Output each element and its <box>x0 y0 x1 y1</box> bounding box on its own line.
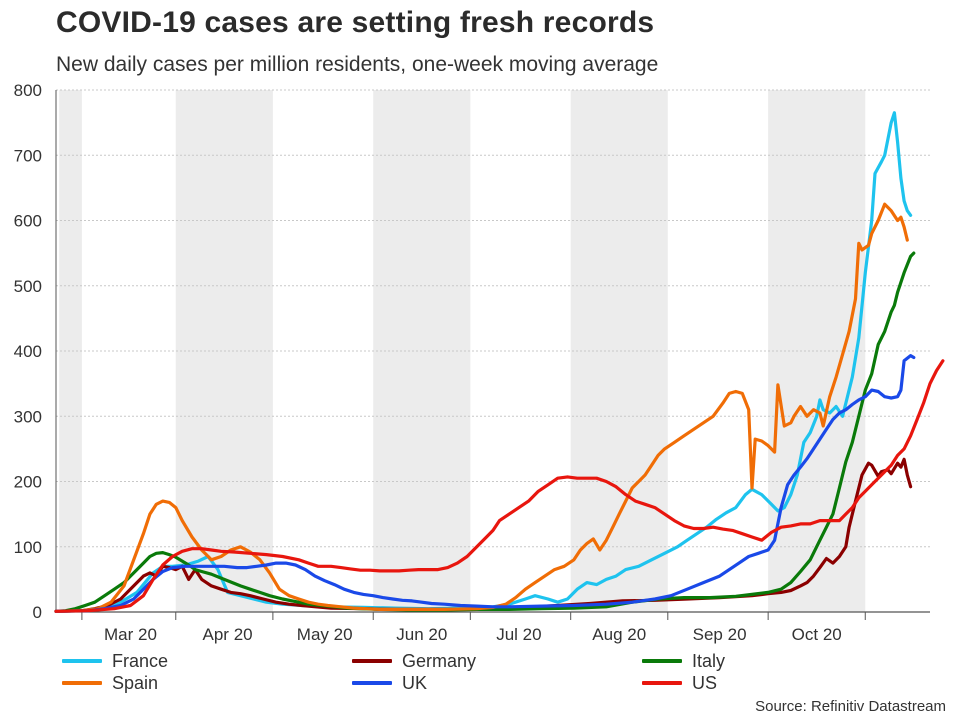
y-tick-label-500: 500 <box>14 277 42 296</box>
y-tick-label-600: 600 <box>14 212 42 231</box>
source-note: Source: Refinitiv Datastream <box>755 698 946 715</box>
legend-label: France <box>112 650 169 671</box>
x-tick-label-oct-20: Oct 20 <box>792 625 842 644</box>
series-line-spain <box>54 202 909 613</box>
y-tick-label-0: 0 <box>33 603 42 622</box>
y-tick-label-400: 400 <box>14 342 42 361</box>
legend-item-us: US <box>642 672 717 694</box>
chart-title: COVID-19 cases are setting fresh records <box>56 6 655 39</box>
legend-label: Spain <box>112 672 159 693</box>
legend-item-uk: UK <box>352 672 427 694</box>
x-tick-label-sep-20: Sep 20 <box>693 625 747 644</box>
legend-label: US <box>692 672 718 693</box>
month-shade-0 <box>59 90 82 612</box>
legend-label: Italy <box>692 650 726 671</box>
legend-swatch <box>62 681 102 685</box>
series-line-france <box>54 111 913 613</box>
chart-subtitle: New daily cases per million residents, o… <box>56 53 659 76</box>
legend-label: Germany <box>402 650 477 671</box>
y-tick-label-800: 800 <box>14 81 42 100</box>
legend-item-italy: Italy <box>642 650 725 672</box>
y-tick-label-300: 300 <box>14 407 42 426</box>
legend-swatch <box>352 659 392 663</box>
legend-swatch <box>352 681 392 685</box>
x-tick-label-jul-20: Jul 20 <box>496 625 541 644</box>
x-tick-label-may-20: May 20 <box>297 625 353 644</box>
series-line-uk <box>54 354 916 613</box>
x-tick-label-apr-20: Apr 20 <box>203 625 253 644</box>
legend-item-germany: Germany <box>352 650 476 672</box>
x-tick-label-jun-20: Jun 20 <box>396 625 447 644</box>
y-tick-label-100: 100 <box>14 538 42 557</box>
x-tick-label-aug-20: Aug 20 <box>592 625 646 644</box>
series-line-us <box>54 359 945 613</box>
legend-swatch <box>642 659 682 663</box>
gridlines <box>56 89 930 548</box>
legend: France Germany Italy Spain UK US <box>62 650 942 694</box>
series-lines <box>54 111 945 613</box>
legend-label: UK <box>402 672 428 693</box>
line-chart: 0 100 200 300 400 500 600 700 800 Mar 20 Apr 20 May… <box>14 81 945 644</box>
y-tick-label-200: 200 <box>14 473 42 492</box>
legend-swatch <box>642 681 682 685</box>
legend-item-france: France <box>62 650 168 672</box>
legend-swatch <box>62 659 102 663</box>
x-tick-label-mar-20: Mar 20 <box>104 625 157 644</box>
month-shade-3 <box>570 90 668 612</box>
axes: 0 100 200 300 400 500 600 700 800 Mar 20 Apr 20 May… <box>14 81 930 644</box>
y-tick-label-700: 700 <box>14 146 42 165</box>
legend-item-spain: Spain <box>62 672 158 694</box>
